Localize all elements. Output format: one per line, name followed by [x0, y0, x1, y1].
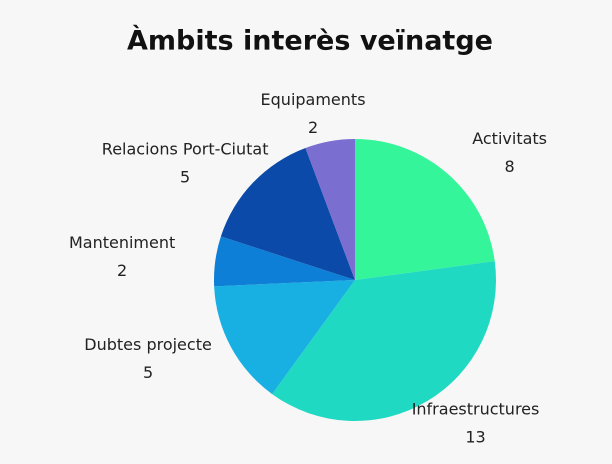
slice-label: Manteniment: [69, 233, 175, 252]
slice-value: 5: [180, 167, 190, 186]
pie-slice: [272, 261, 496, 421]
pie-slice: [355, 139, 495, 280]
pie-slice: [220, 147, 355, 280]
slice-label: Relacions Port-Ciutat: [102, 139, 269, 158]
pie-slice: [214, 280, 355, 395]
pie-slice: [305, 139, 355, 280]
slice-value: 8: [505, 157, 515, 176]
slice-value: 2: [117, 261, 127, 280]
pie-slice: [214, 236, 355, 287]
slice-label: Dubtes projecte: [84, 335, 212, 354]
slice-value: 2: [308, 118, 318, 137]
slice-value: 5: [143, 363, 153, 382]
slice-label: Equipaments: [261, 90, 366, 109]
slice-value: 13: [465, 428, 485, 447]
chart-title: Àmbits interès veïnatge: [127, 25, 493, 57]
slice-label: Activitats: [472, 129, 547, 148]
slice-label: Infraestructures: [412, 400, 540, 419]
